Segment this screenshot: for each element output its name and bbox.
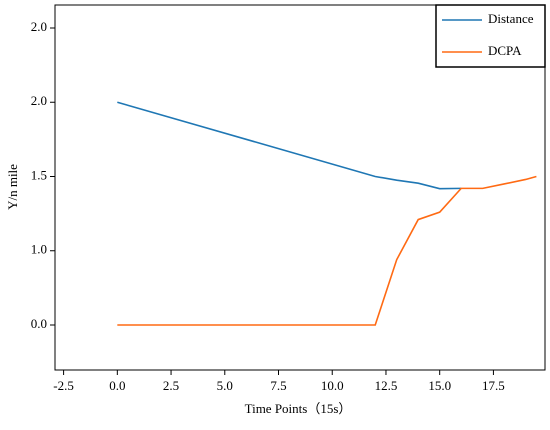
x-tick-label: 0.0 <box>109 378 125 393</box>
x-tick-label: 10.0 <box>321 378 344 393</box>
legend-label: Distance <box>488 11 534 26</box>
series-line <box>117 101 462 190</box>
x-tick-label: 17.5 <box>482 378 505 393</box>
x-tick-label: 15.0 <box>428 378 451 393</box>
x-tick-label: -2.5 <box>53 378 74 393</box>
y-tick-label: 0.0 <box>31 316 47 331</box>
y-axis-label: Y/n mile <box>5 164 20 210</box>
y-tick-label: 1.0 <box>31 242 47 257</box>
legend-label: DCPA <box>488 43 522 58</box>
y-tick-label: 2.0 <box>31 93 47 108</box>
y-tick-label: 1.5 <box>31 167 47 182</box>
series-line <box>117 175 537 326</box>
x-tick-label: 7.5 <box>270 378 286 393</box>
x-tick-label: 5.0 <box>217 378 233 393</box>
x-tick-label: 12.5 <box>375 378 398 393</box>
x-tick-label: 2.5 <box>163 378 179 393</box>
legend-box <box>435 4 546 68</box>
y-tick-label: 2.0 <box>31 19 47 34</box>
plot-area <box>117 101 537 326</box>
plot-frame <box>54 4 546 371</box>
x-axis-label: Time Points（15s） <box>245 401 352 416</box>
